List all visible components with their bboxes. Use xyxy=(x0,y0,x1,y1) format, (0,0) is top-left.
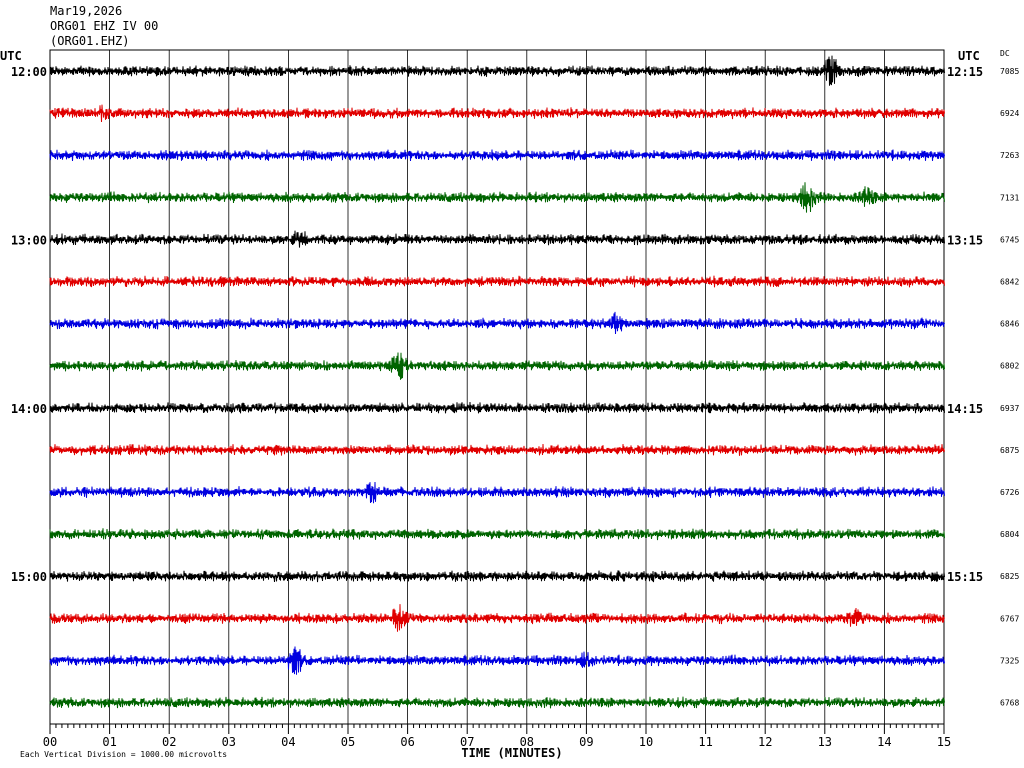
dc-value: 7085 xyxy=(1000,67,1019,76)
header-date: Mar19,2026 xyxy=(50,4,123,18)
dc-value: 6924 xyxy=(1000,109,1019,118)
trace-row xyxy=(49,528,945,541)
dc-value: 6846 xyxy=(1000,320,1019,329)
trace-row xyxy=(49,311,945,335)
dc-value: 6937 xyxy=(1000,404,1019,413)
right-time-label: 13:15 xyxy=(947,233,983,247)
x-tick-label: 14 xyxy=(877,735,891,749)
dc-value: 7263 xyxy=(1000,151,1019,160)
x-tick-label: 00 xyxy=(43,735,57,749)
dc-value: 6825 xyxy=(1000,572,1019,581)
dc-label: DC xyxy=(1000,49,1010,58)
trace-row xyxy=(49,401,945,414)
dc-value: 6768 xyxy=(1000,699,1019,708)
right-utc-label: UTC xyxy=(958,49,980,63)
dc-value: 7325 xyxy=(1000,656,1019,665)
dc-value: 6745 xyxy=(1000,235,1019,244)
x-tick-label: 12 xyxy=(758,735,772,749)
x-tick-label: 06 xyxy=(400,735,414,749)
x-tick-label: 07 xyxy=(460,735,474,749)
trace-row xyxy=(49,182,945,213)
left-time-label: 14:00 xyxy=(11,402,47,416)
right-time-label: 12:15 xyxy=(947,65,983,79)
x-tick-label: 15 xyxy=(937,735,951,749)
trace-row xyxy=(49,275,945,288)
dc-value: 6842 xyxy=(1000,278,1019,287)
dc-value: 6802 xyxy=(1000,362,1019,371)
scale-note: Each Vertical Division = 1000.00 microvo… xyxy=(20,750,228,759)
trace-row xyxy=(49,352,945,380)
x-tick-label: 04 xyxy=(281,735,295,749)
x-tick-label: 01 xyxy=(102,735,116,749)
dc-value: 6804 xyxy=(1000,530,1019,539)
dc-value: 6726 xyxy=(1000,488,1019,497)
trace-row xyxy=(49,104,945,123)
trace-row xyxy=(49,149,945,162)
dc-value: 6767 xyxy=(1000,614,1019,623)
left-utc-label: UTC xyxy=(0,49,22,63)
x-axis-label: TIME (MINUTES) xyxy=(461,746,563,760)
x-tick-label: 08 xyxy=(520,735,534,749)
trace-row xyxy=(49,646,945,675)
x-tick-label: 05 xyxy=(341,735,355,749)
trace-row xyxy=(49,443,945,456)
right-time-label: 14:15 xyxy=(947,402,983,416)
x-tick-label: 11 xyxy=(698,735,712,749)
trace-row xyxy=(49,570,945,583)
x-tick-label: 03 xyxy=(222,735,236,749)
left-time-label: 13:00 xyxy=(11,233,47,247)
x-tick-label: 10 xyxy=(639,735,653,749)
x-tick-label: 09 xyxy=(579,735,593,749)
trace-row xyxy=(49,604,945,632)
header-channel: ORG01 EHZ IV 00 xyxy=(50,19,159,33)
right-time-label: 15:15 xyxy=(947,570,983,584)
x-tick-label: 02 xyxy=(162,735,176,749)
trace-row xyxy=(49,230,945,248)
trace-row xyxy=(49,696,945,709)
trace-row xyxy=(49,55,945,86)
left-time-label: 15:00 xyxy=(11,570,47,584)
dc-value: 6875 xyxy=(1000,446,1019,455)
dc-value: 7131 xyxy=(1000,193,1019,202)
header-station: (ORG01.EHZ) xyxy=(50,34,130,48)
x-tick-label: 13 xyxy=(818,735,832,749)
trace-row xyxy=(49,481,945,504)
left-time-label: 12:00 xyxy=(11,65,47,79)
